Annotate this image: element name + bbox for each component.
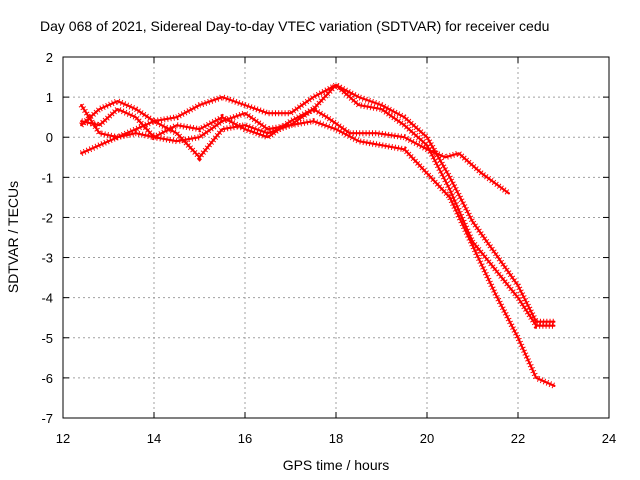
series-line [80, 83, 556, 323]
series-track-1 [79, 81, 556, 325]
x-tick-label: 20 [420, 431, 434, 446]
x-tick-label: 14 [147, 431, 161, 446]
y-tick-label: -4 [41, 291, 53, 306]
y-tick-label: 2 [46, 50, 53, 65]
y-tick-label: -1 [41, 170, 53, 185]
x-tick-label: 16 [238, 431, 252, 446]
y-tick-label: -6 [41, 371, 53, 386]
chart-title: Day 068 of 2021, Sidereal Day-to-day VTE… [40, 18, 549, 34]
series-markers [79, 81, 555, 325]
y-tick-label: -2 [41, 210, 53, 225]
series-line [80, 107, 510, 195]
x-tick-label: 18 [329, 431, 343, 446]
x-axis-label: GPS time / hours [283, 457, 390, 473]
series-markers [79, 117, 556, 389]
y-tick-label: -3 [41, 251, 53, 266]
series-layer [78, 80, 556, 389]
series-track-3 [79, 117, 556, 389]
y-tick-label: 0 [46, 130, 53, 145]
y-tick-label: 1 [46, 90, 53, 105]
x-tick-label: 12 [56, 431, 70, 446]
axis-ticks: 12 14 16 18 20 22 24 2 1 0 -1 -2 -3 -4 -5 -6 -7 [41, 50, 616, 446]
series-track-4 [80, 105, 511, 196]
y-tick-label: -5 [41, 331, 53, 346]
x-tick-label: 24 [602, 431, 616, 446]
y-axis-label: SDTVAR / TECUs [5, 181, 21, 293]
y-tick-label: -7 [41, 411, 53, 426]
x-tick-label: 22 [511, 431, 525, 446]
